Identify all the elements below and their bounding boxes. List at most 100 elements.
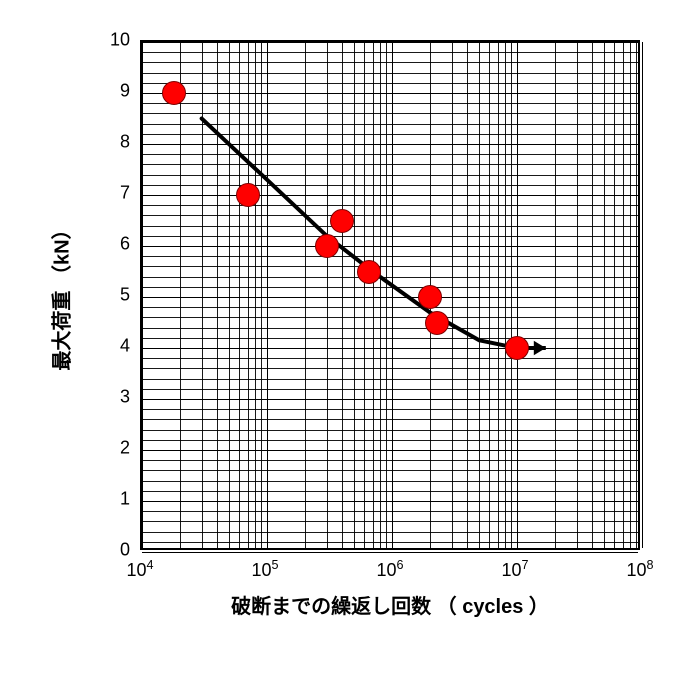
- x-grid-minor: [239, 42, 240, 548]
- x-tick-label: 105: [251, 558, 278, 581]
- data-point: [425, 311, 449, 335]
- x-grid-minor: [489, 42, 490, 548]
- x-grid-major: [392, 42, 393, 548]
- y-grid-minor: [142, 317, 638, 318]
- data-point: [505, 336, 529, 360]
- y-grid-minor: [142, 470, 638, 471]
- data-point: [162, 81, 186, 105]
- y-grid-minor: [142, 83, 638, 84]
- x-grid-minor: [373, 42, 374, 548]
- y-grid-minor: [142, 103, 638, 104]
- y-tick-label: 4: [120, 336, 130, 357]
- y-grid-minor: [142, 328, 638, 329]
- x-grid-minor: [511, 42, 512, 548]
- x-grid-minor: [636, 42, 637, 548]
- y-grid-minor: [142, 358, 638, 359]
- y-grid-minor: [142, 389, 638, 390]
- x-grid-minor: [217, 42, 218, 548]
- y-tick-label: 3: [120, 387, 130, 408]
- x-tick-label: 108: [626, 558, 653, 581]
- x-grid-minor: [592, 42, 593, 548]
- y-grid-minor: [142, 215, 638, 216]
- y-grid-minor: [142, 175, 638, 176]
- y-grid-minor: [142, 521, 638, 522]
- y-grid-major: [142, 501, 638, 502]
- x-grid-minor: [305, 42, 306, 548]
- y-grid-minor: [142, 134, 638, 135]
- y-grid-major: [142, 450, 638, 451]
- data-point: [357, 260, 381, 284]
- y-grid-minor: [142, 307, 638, 308]
- y-grid-minor: [142, 164, 638, 165]
- x-grid-minor: [364, 42, 365, 548]
- y-grid-minor: [142, 409, 638, 410]
- y-grid-minor: [142, 542, 638, 543]
- x-axis-label: 破断までの繰返し回数 （ cycles ）: [231, 590, 549, 619]
- x-grid-minor: [229, 42, 230, 548]
- y-tick-label: 2: [120, 438, 130, 459]
- x-grid-minor: [452, 42, 453, 548]
- x-grid-major: [517, 42, 518, 548]
- y-grid-minor: [142, 62, 638, 63]
- y-grid-minor: [142, 532, 638, 533]
- y-grid-minor: [142, 440, 638, 441]
- x-grid-minor: [180, 42, 181, 548]
- x-grid-minor: [630, 42, 631, 548]
- y-grid-minor: [142, 226, 638, 227]
- y-grid-minor: [142, 266, 638, 267]
- x-grid-minor: [555, 42, 556, 548]
- x-grid-minor: [202, 42, 203, 548]
- y-grid-minor: [142, 287, 638, 288]
- x-grid-minor: [467, 42, 468, 548]
- y-grid-major: [142, 144, 638, 145]
- y-tick-label: 8: [120, 132, 130, 153]
- y-grid-minor: [142, 368, 638, 369]
- x-grid-minor: [498, 42, 499, 548]
- x-tick-label: 107: [501, 558, 528, 581]
- y-grid-minor: [142, 481, 638, 482]
- x-grid-major: [267, 42, 268, 548]
- y-grid-minor: [142, 338, 638, 339]
- x-grid-minor: [614, 42, 615, 548]
- y-tick-label: 10: [110, 30, 130, 51]
- y-grid-major: [142, 297, 638, 298]
- x-grid-minor: [342, 42, 343, 548]
- x-grid-minor: [505, 42, 506, 548]
- y-grid-minor: [142, 430, 638, 431]
- x-grid-minor: [479, 42, 480, 548]
- x-grid-minor: [604, 42, 605, 548]
- x-grid-minor: [255, 42, 256, 548]
- x-grid-minor: [623, 42, 624, 548]
- x-grid-minor: [577, 42, 578, 548]
- y-grid-major: [142, 42, 638, 43]
- y-grid-minor: [142, 154, 638, 155]
- y-tick-label: 5: [120, 285, 130, 306]
- y-axis-label: 最大荷重 （kN）: [46, 219, 75, 370]
- y-tick-label: 7: [120, 183, 130, 204]
- y-tick-label: 0: [120, 540, 130, 561]
- y-grid-minor: [142, 379, 638, 380]
- y-grid-minor: [142, 52, 638, 53]
- plot-area: [140, 40, 640, 550]
- y-grid-major: [142, 195, 638, 196]
- data-point: [236, 183, 260, 207]
- x-grid-minor: [327, 42, 328, 548]
- x-tick-label: 104: [126, 558, 153, 581]
- y-grid-minor: [142, 460, 638, 461]
- data-point: [418, 285, 442, 309]
- y-grid-minor: [142, 73, 638, 74]
- y-grid-minor: [142, 185, 638, 186]
- data-point: [330, 209, 354, 233]
- y-grid-major: [142, 93, 638, 94]
- y-grid-major: [142, 552, 638, 553]
- x-grid-minor: [380, 42, 381, 548]
- x-grid-major: [642, 42, 643, 548]
- y-grid-minor: [142, 511, 638, 512]
- x-grid-minor: [261, 42, 262, 548]
- y-grid-major: [142, 399, 638, 400]
- y-grid-major: [142, 348, 638, 349]
- data-point: [315, 234, 339, 258]
- x-grid-minor: [386, 42, 387, 548]
- y-tick-label: 6: [120, 234, 130, 255]
- x-grid-minor: [248, 42, 249, 548]
